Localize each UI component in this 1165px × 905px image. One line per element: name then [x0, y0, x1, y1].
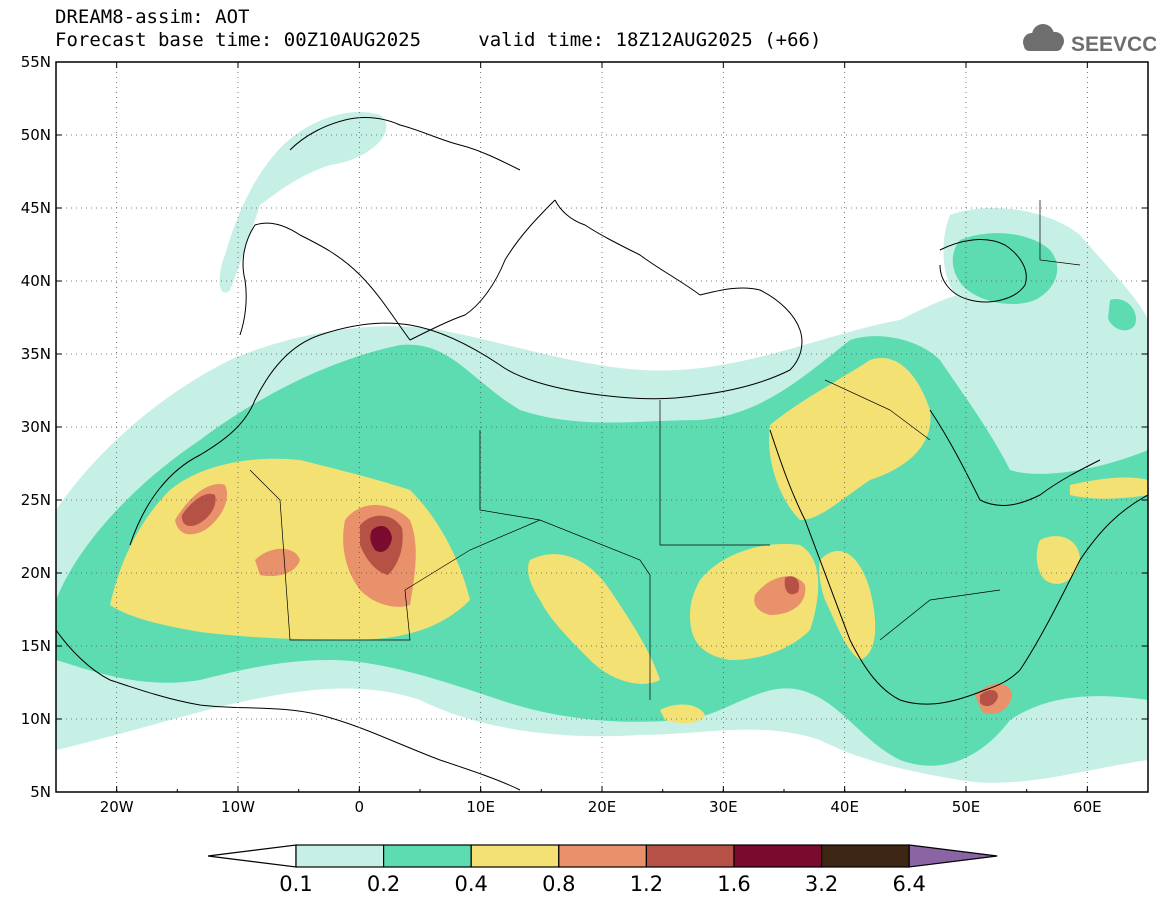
country-borders: [249, 200, 1081, 700]
longitude-labels: 20W 10W 0 10E 20E 30E 40E 50E 60E: [100, 798, 1102, 816]
lat-label: 15N: [21, 637, 51, 655]
map-title: DREAM8-assim: AOT: [55, 6, 250, 28]
cloud-icon: [1023, 24, 1064, 51]
colorbar-level-label: 0.2: [367, 872, 400, 896]
lon-label: 20E: [588, 798, 617, 816]
time-info: Forecast base time: 00Z10AUG2025 valid t…: [55, 29, 821, 51]
axis-ticks: [55, 61, 1149, 793]
coastlines: [56, 117, 1148, 791]
lat-label: 45N: [21, 199, 51, 217]
colorbar-box: [733, 844, 823, 868]
lon-label: 50E: [952, 798, 981, 816]
colorbar-level-label: 1.2: [630, 872, 663, 896]
latitude-labels: 55N 50N 45N 40N 35N 30N 25N 20N 15N 10N 5N: [21, 53, 51, 801]
lon-label: 10W: [221, 798, 255, 816]
lat-label: 10N: [21, 710, 51, 728]
lon-label: 60E: [1073, 798, 1102, 816]
colorbar-under-triangle: [207, 844, 297, 868]
aot-contour-1.6: [370, 526, 392, 552]
lon-label: 10E: [466, 798, 495, 816]
lat-label: 40N: [21, 272, 51, 290]
lon-label: 20W: [100, 798, 134, 816]
colorbar-box: [295, 844, 385, 868]
lon-label: 30E: [709, 798, 738, 816]
lat-label: 30N: [21, 418, 51, 436]
colorbar-level-label: 6.4: [892, 872, 925, 896]
colorbar-level-label: 1.6: [717, 872, 750, 896]
colorbar-level-label: 0.4: [454, 872, 487, 896]
lat-label: 5N: [30, 783, 51, 801]
lon-label: 0: [355, 798, 365, 816]
lat-label: 55N: [21, 53, 51, 71]
colorbar-box: [645, 844, 735, 868]
logo-text: SEEVCCC: [1071, 33, 1156, 56]
colorbar-over-triangle: [908, 844, 998, 868]
lon-label: 40E: [830, 798, 859, 816]
colorbar-box: [558, 844, 647, 868]
colorbar-level-label: 0.1: [279, 872, 312, 896]
colorbar-box: [470, 844, 560, 868]
lat-label: 50N: [21, 126, 51, 144]
base-time: Forecast base time: 00Z10AUG2025: [55, 29, 422, 51]
lat-label: 25N: [21, 491, 51, 509]
colorbar-level-label: 0.8: [542, 872, 575, 896]
valid-time: valid time: 18Z12AUG2025 (+66): [478, 29, 822, 51]
seevccc-logo: SEEVCCC: [1023, 24, 1156, 56]
colorbar-box: [820, 844, 910, 868]
lat-label: 20N: [21, 564, 51, 582]
graticule: [56, 62, 1148, 792]
colorbar-box: [383, 844, 472, 868]
lat-label: 35N: [21, 345, 51, 363]
colorbar-level-label: 3.2: [805, 872, 838, 896]
